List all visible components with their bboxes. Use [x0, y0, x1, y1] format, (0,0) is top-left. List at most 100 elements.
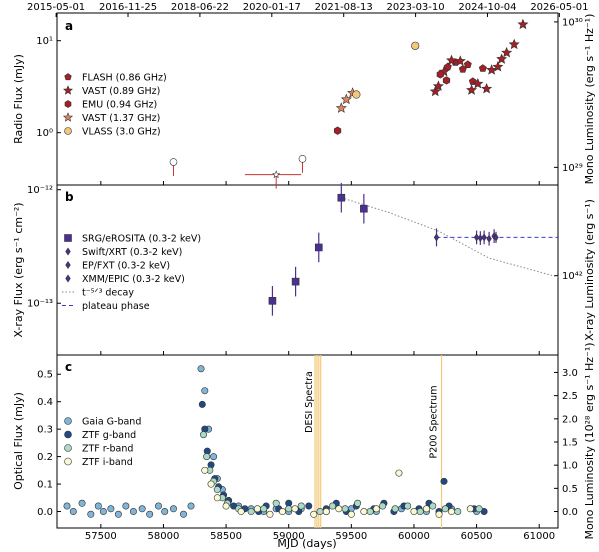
legend-label: SRG/eROSITA (0.3-2 keV) — [82, 234, 201, 245]
y2-tick-label: 2.5 — [562, 391, 578, 402]
optical-point — [391, 505, 399, 513]
optical-point — [87, 510, 95, 518]
legend-marker — [64, 100, 72, 108]
legend-label: plateau phase — [82, 301, 150, 312]
xray-point — [473, 233, 480, 242]
y2-tick-label: 1.0 — [562, 461, 578, 472]
optical-point — [78, 499, 86, 507]
optical-point — [305, 502, 313, 510]
top-date-tick-label: 2020-01-17 — [243, 2, 301, 13]
y-tick-label: 0.0 — [37, 507, 53, 518]
y2-tick-label: 10³⁰ — [562, 17, 583, 28]
optical-point — [347, 510, 355, 518]
radio-point — [466, 84, 478, 95]
radio-point — [517, 18, 529, 30]
xray-point — [337, 193, 346, 202]
radio-point — [446, 54, 458, 66]
x-tick-label: 60500 — [461, 531, 493, 542]
optical-point — [341, 505, 349, 513]
optical-point — [291, 505, 299, 513]
optical-point — [222, 502, 230, 510]
xray-model-line — [341, 197, 559, 278]
y2-tick-label: 10²⁹ — [562, 163, 583, 174]
optical-point — [107, 505, 115, 513]
panel-c-ylabel: Optical Flux (mJy) — [12, 392, 25, 490]
optical-point — [94, 502, 102, 510]
top-date-tick-label: 2016-11-25 — [99, 2, 157, 13]
radio-point — [411, 41, 420, 50]
legend-marker — [64, 73, 72, 81]
panel-c-ylabel-right: Mono Luminosity (10²⁸ erg s⁻¹ Hz⁻¹) — [583, 342, 596, 539]
radio-point — [436, 70, 444, 79]
optical-point — [395, 469, 403, 477]
y2-tick-label: 1.5 — [562, 437, 578, 448]
top-date-tick-label: 2024-10-04 — [458, 2, 516, 13]
x-tick-label: 58000 — [148, 531, 180, 542]
optical-point — [285, 505, 293, 513]
legend-label: ZTF r-band — [82, 444, 133, 455]
optical-point — [201, 466, 209, 474]
optical-point — [201, 387, 209, 395]
radio-point — [496, 53, 508, 64]
y2-tick-label: 2.0 — [562, 414, 578, 425]
y-tick-label: 10¹ — [36, 36, 53, 47]
radio-point — [478, 64, 487, 72]
optical-point — [475, 505, 483, 513]
radio-point — [481, 83, 493, 94]
top-date-tick-label: 2021-08-13 — [315, 2, 373, 13]
y-tick-label: 0.5 — [37, 370, 53, 381]
radio-upper-limit-point — [272, 170, 281, 179]
x-tick-label: 57500 — [85, 531, 117, 542]
x-tick-label: 58500 — [210, 531, 242, 542]
optical-point — [354, 499, 362, 507]
optical-point — [322, 508, 330, 516]
optical-point — [253, 505, 261, 513]
y-tick-label: 10⁻¹³ — [27, 299, 53, 310]
top-date-tick-label: 2018-06-22 — [171, 2, 229, 13]
panel-b-ylabel-right: X-ray Luminosity (erg s⁻¹) — [583, 199, 596, 341]
optical-point — [99, 508, 107, 516]
radio-upper-limit-point — [298, 155, 307, 163]
legend-label: Gaia G-band — [82, 417, 141, 428]
optical-point — [454, 508, 462, 516]
xray-point — [314, 243, 323, 252]
optical-point — [213, 494, 221, 502]
legend-marker — [62, 112, 74, 122]
optical-point — [278, 508, 286, 516]
xray-point — [481, 233, 487, 242]
y-tick-label: 0.4 — [37, 397, 53, 408]
top-date-tick-label: 2015-05-01 — [27, 2, 85, 13]
optical-point — [266, 510, 274, 518]
optical-point — [416, 508, 424, 516]
optical-point — [297, 502, 305, 510]
x-tick-label: 60000 — [398, 531, 430, 542]
optical-point — [197, 365, 205, 373]
legend-marker — [64, 127, 72, 135]
optical-point — [404, 502, 412, 510]
optical-point — [360, 508, 368, 516]
legend-marker — [64, 234, 72, 242]
optical-point — [440, 477, 448, 485]
optical-point — [260, 505, 268, 513]
radio-point — [352, 90, 361, 99]
optical-point — [422, 505, 430, 513]
legend-marker — [65, 260, 71, 270]
optical-point — [310, 510, 318, 518]
radio-point — [340, 93, 352, 105]
legend-label: VAST (0.89 GHz) — [82, 86, 160, 97]
panel-c-xlabel: MJD (days) — [277, 537, 336, 550]
optical-point — [154, 502, 162, 510]
y2-tick-label: 3.0 — [562, 368, 578, 379]
top-date-tick-label: 2026-05-01 — [530, 2, 588, 13]
optical-point — [161, 508, 169, 516]
top-date-tick-label: 2023-03-10 — [387, 2, 445, 13]
y-tick-label: 10⁻¹² — [27, 185, 53, 196]
optical-point — [429, 502, 437, 510]
optical-point — [210, 453, 218, 461]
optical-point — [122, 502, 130, 510]
radio-upper-limit-point — [169, 158, 178, 166]
y-tick-label: 0.2 — [37, 452, 53, 463]
x-tick-label: 61000 — [523, 531, 555, 542]
radio-point — [454, 55, 466, 66]
